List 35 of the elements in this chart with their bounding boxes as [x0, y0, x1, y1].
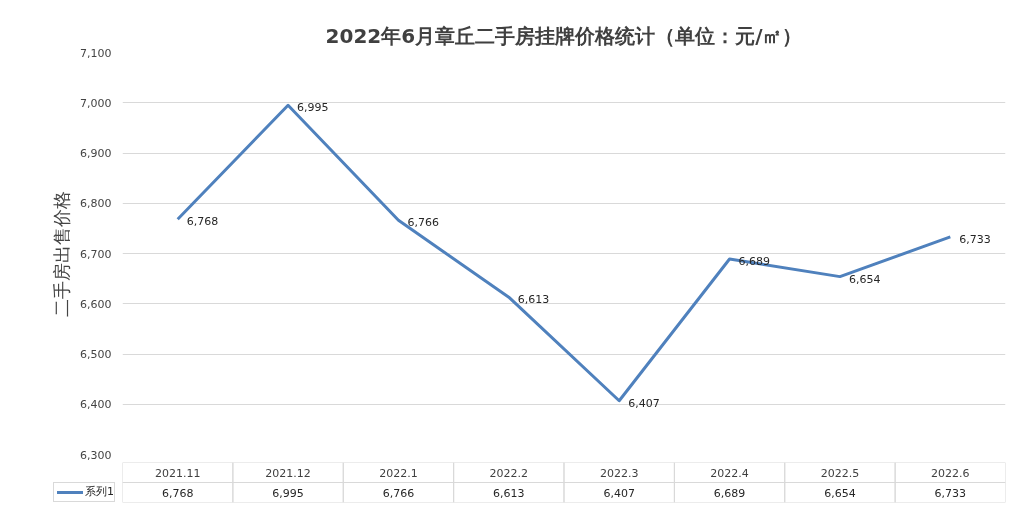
y-tick-label: 6,600 — [80, 297, 112, 311]
x-tick-label: 2022.2 — [489, 466, 529, 480]
text: 6,654 — [848, 272, 881, 286]
text: 6,407 — [628, 396, 660, 410]
x-tick-label: 2022.6 — [931, 466, 970, 480]
data-label: 6,654 — [824, 486, 856, 500]
text: 6,768 — [186, 215, 219, 229]
y-tick-label: 6,700 — [80, 247, 112, 261]
data-label: 6,689 — [713, 486, 746, 500]
text: 6,733 — [959, 232, 991, 246]
y-tick-label: 6,900 — [80, 147, 112, 160]
data-label: 6,733 — [934, 486, 967, 500]
y-tick-label: 6,800 — [80, 197, 112, 211]
x-tick-label: 2022.1 — [379, 466, 418, 480]
chart-title: 2022年6月章丘二手房挂牌价格统计（单位：元/㎡） — [325, 23, 803, 48]
x-tick-label: 2022.4 — [710, 466, 749, 480]
text: 6,613 — [517, 293, 550, 307]
text: 6,766 — [407, 216, 439, 230]
legend-label: 系列1 — [53, 482, 115, 502]
x-tick-label: 2022.5 — [820, 466, 860, 480]
y-tick-label: 6,300 — [80, 448, 112, 462]
x-tick-label: 2022.3 — [599, 466, 639, 480]
text: 6,995 — [297, 101, 329, 115]
data-label: 6,768 — [161, 486, 194, 500]
data-label: 6,613 — [493, 486, 525, 500]
x-tick-label: 2021.12 — [265, 466, 311, 480]
y-tick-label: 7,100 — [80, 46, 112, 60]
data-label: 6,407 — [603, 486, 635, 500]
y-tick-label: 7,000 — [80, 96, 112, 110]
data-label: 6,995 — [272, 486, 304, 500]
y-tick-label: 6,400 — [80, 398, 112, 412]
x-tick-label: 2021.11 — [154, 466, 201, 480]
y-tick-label: 6,500 — [80, 348, 112, 361]
data-label: 6,766 — [382, 486, 415, 500]
y-axis-title: 二手房出售价格 — [51, 190, 73, 317]
